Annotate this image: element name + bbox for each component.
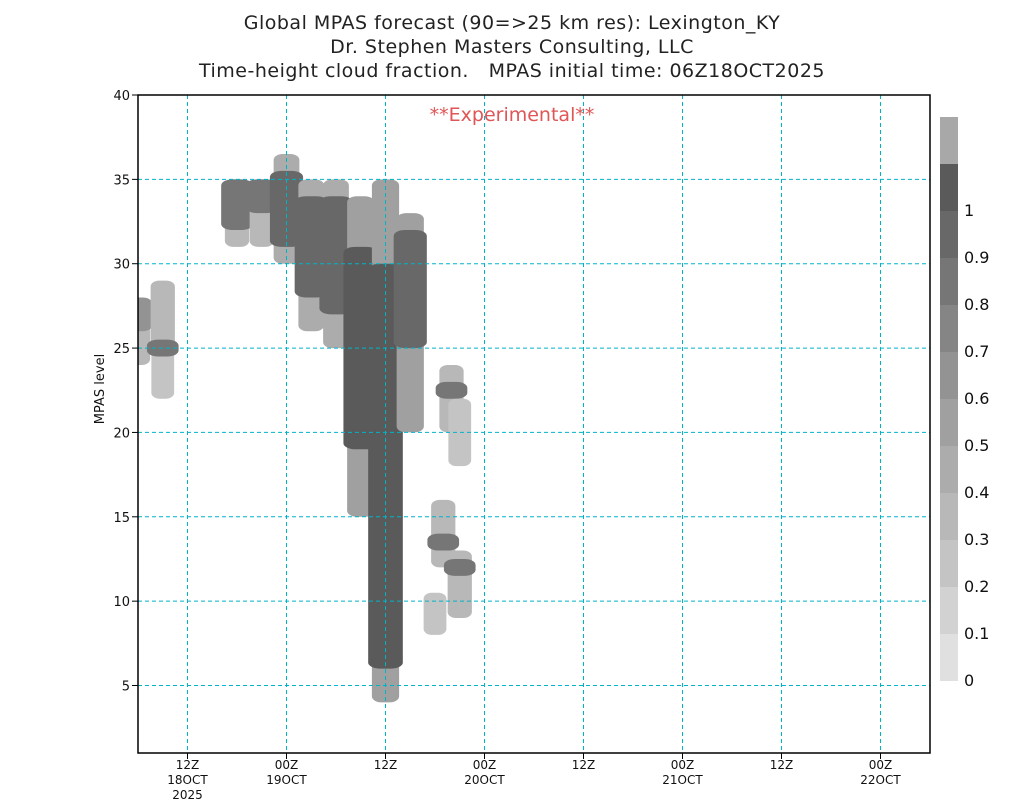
y-tick-label-6: 35 — [113, 173, 130, 188]
cloud-cell-13-1 — [443, 558, 476, 576]
cloud-cell-10-0 — [423, 592, 447, 635]
x-tick-label-3: 00Z — [473, 758, 497, 772]
cloud-fraction-fills — [138, 154, 476, 703]
colorbar-swatch-6 — [940, 352, 958, 399]
cloud-cell-1-0 — [151, 348, 175, 399]
x-tick-label-0: 12Z — [176, 758, 200, 772]
x-tick-label-6: 12Z — [770, 758, 794, 772]
colorbar-swatch-1 — [940, 587, 958, 634]
x-tick-date-1: 19OCT — [266, 773, 307, 787]
x-tick-label-1: 00Z — [275, 758, 299, 772]
y-axis: 5 10 15 20 25 30 35 40 — [113, 89, 138, 695]
colorbar-swatch-2 — [940, 540, 958, 587]
colorbar-label-8: 0.8 — [964, 295, 989, 314]
colorbar-swatch-9 — [940, 211, 958, 258]
y-tick-label-2: 15 — [113, 511, 130, 526]
colorbar-label-9: 0.9 — [964, 248, 989, 267]
y-tick-label-4: 25 — [113, 342, 130, 357]
colorbar-label-0: 0 — [964, 671, 974, 690]
cloud-cell-3-1 — [245, 179, 278, 214]
cloud-cell-12-1 — [435, 381, 468, 399]
x-tick-label-4: 12Z — [572, 758, 596, 772]
cloud-cell-11-1 — [427, 533, 460, 551]
x-tick-date-0: 18OCT — [167, 773, 208, 787]
colorbar-label-1: 0.1 — [964, 624, 989, 643]
cloud-cell-9-1 — [393, 229, 427, 349]
colorbar-swatch-10 — [940, 164, 958, 211]
x-tick-year-0: 2025 — [172, 788, 203, 800]
y-tick-label-7: 40 — [113, 89, 130, 104]
plot-frame — [137, 94, 931, 754]
y-tick-label-3: 20 — [113, 426, 130, 441]
colorbar-label-4: 0.4 — [964, 483, 989, 502]
grid-lines — [138, 95, 930, 753]
experimental-watermark: **Experimental** — [430, 104, 595, 126]
colorbar-swatch-0 — [940, 634, 958, 681]
x-tick-date-3: 20OCT — [464, 773, 505, 787]
x-tick-label-5: 00Z — [671, 758, 695, 772]
colorbar-swatch-8 — [940, 258, 958, 305]
chart-title-line-2: Dr. Stephen Masters Consulting, LLC — [330, 36, 694, 58]
colorbar-label-7: 0.7 — [964, 342, 989, 361]
y-tick-label-1: 10 — [113, 595, 130, 610]
colorbar-swatch-7 — [940, 305, 958, 352]
x-tick-label-7: 00Z — [869, 758, 893, 772]
y-axis-label: MPAS level — [93, 354, 108, 424]
x-tick-label-2: 12Z — [374, 758, 398, 772]
colorbar-swatch-3 — [940, 493, 958, 540]
colorbar-label-6: 0.6 — [964, 389, 989, 408]
cloud-cell-2-1 — [221, 179, 253, 230]
colorbar-swatch-4 — [940, 446, 958, 493]
colorbar-legend: 0 0.1 0.2 0.3 0.4 0.5 0.6 0.7 0.8 0.9 1 — [940, 117, 989, 690]
y-tick-label-5: 30 — [113, 258, 130, 273]
colorbar-label-10: 1 — [964, 201, 974, 220]
colorbar-label-5: 0.5 — [964, 436, 989, 455]
colorbar-swatch-11 — [940, 117, 958, 164]
cloud-cell-0-1 — [138, 297, 153, 332]
colorbar-label-2: 0.2 — [964, 577, 989, 596]
cloud-cell-1-1 — [150, 280, 175, 349]
y-tick-label-0: 5 — [122, 680, 130, 695]
chart-title-line-1: Global MPAS forecast (90=>25 km res): Le… — [243, 12, 781, 34]
x-tick-date-7: 22OCT — [860, 773, 901, 787]
chart-title-line-3: Time-height cloud fraction. MPAS initial… — [198, 60, 826, 82]
colorbar-swatch-5 — [940, 399, 958, 446]
x-tick-date-5: 21OCT — [662, 773, 703, 787]
cloud-cell-13-2 — [448, 398, 472, 467]
colorbar-label-3: 0.3 — [964, 530, 989, 549]
